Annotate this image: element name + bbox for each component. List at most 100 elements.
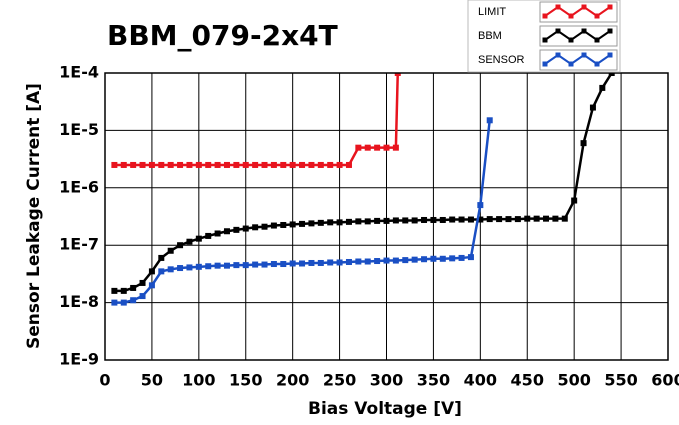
data-point: [120, 161, 127, 168]
data-point: [411, 256, 418, 263]
data-point: [233, 226, 240, 233]
data-point: [374, 258, 381, 265]
data-point: [336, 259, 343, 266]
data-point: [402, 257, 409, 264]
data-point: [345, 258, 352, 265]
legend-marker: [555, 52, 561, 58]
legend-marker: [594, 13, 600, 19]
plot-area: [111, 73, 615, 306]
legend-marker: [555, 4, 561, 10]
data-point: [467, 254, 474, 261]
data-point: [139, 279, 146, 286]
data-point: [336, 161, 343, 168]
data-point: [158, 268, 165, 275]
data-point: [355, 144, 362, 151]
data-point: [130, 284, 137, 291]
data-point: [261, 261, 268, 268]
data-point: [242, 225, 249, 232]
data-point: [430, 255, 437, 262]
data-point: [289, 161, 296, 168]
data-point: [392, 257, 399, 264]
data-point: [336, 219, 343, 226]
legend-marker: [594, 61, 600, 67]
legend-marker: [542, 37, 548, 43]
data-point: [552, 215, 559, 222]
data-point: [524, 215, 531, 222]
data-point: [177, 242, 184, 249]
data-point: [308, 259, 315, 266]
y-tick-label: 1E-5: [59, 120, 99, 139]
data-point: [394, 73, 401, 76]
x-tick-label: 500: [557, 371, 590, 390]
data-point: [486, 117, 493, 124]
legend-marker: [607, 52, 613, 58]
data-point: [458, 216, 465, 223]
data-point: [317, 259, 324, 266]
y-tick-label: 1E-6: [59, 177, 99, 196]
data-point: [158, 254, 165, 261]
data-point: [374, 144, 381, 151]
data-point: [261, 223, 268, 230]
legend-marker: [607, 28, 613, 34]
y-tick-label: 1E-8: [59, 292, 99, 311]
data-point: [421, 256, 428, 263]
data-point: [392, 217, 399, 224]
data-point: [280, 261, 287, 268]
data-point: [345, 218, 352, 225]
data-point: [139, 293, 146, 300]
legend-label: BBM: [478, 30, 502, 42]
data-point: [580, 140, 587, 147]
x-tick-label: 0: [99, 371, 110, 390]
data-point: [327, 259, 334, 266]
data-point: [177, 161, 184, 168]
data-point: [411, 217, 418, 224]
x-tick-label: 300: [370, 371, 403, 390]
x-tick-label: 200: [276, 371, 309, 390]
data-point: [270, 261, 277, 268]
legend-marker: [568, 61, 574, 67]
legend-marker: [542, 13, 548, 19]
legend-label: LIMIT: [478, 6, 506, 18]
data-point: [308, 161, 315, 168]
data-point: [589, 104, 596, 111]
y-axis-label: Sensor Leakage Current [A]: [24, 83, 44, 349]
legend-marker: [568, 37, 574, 43]
data-point: [383, 217, 390, 224]
data-point: [599, 84, 606, 91]
data-point: [496, 216, 503, 223]
data-point: [167, 266, 174, 273]
x-tick-label: 600: [651, 371, 679, 390]
data-point: [139, 161, 146, 168]
data-point: [242, 161, 249, 168]
legend-marker: [568, 13, 574, 19]
data-point: [214, 230, 221, 237]
data-point: [299, 220, 306, 227]
data-point: [186, 161, 193, 168]
data-point: [111, 299, 118, 306]
y-tick-label: 1E-4: [59, 63, 99, 82]
data-point: [167, 161, 174, 168]
data-point: [317, 161, 324, 168]
data-point: [299, 161, 306, 168]
legend-marker: [581, 52, 587, 58]
data-point: [327, 219, 334, 226]
data-point: [402, 217, 409, 224]
data-point: [439, 216, 446, 223]
data-point: [130, 161, 137, 168]
x-tick-label: 100: [182, 371, 215, 390]
data-point: [392, 144, 399, 151]
data-point: [477, 216, 484, 223]
x-tick-label: 350: [417, 371, 450, 390]
data-point: [364, 144, 371, 151]
data-point: [327, 161, 334, 168]
data-point: [364, 258, 371, 265]
data-point: [233, 161, 240, 168]
x-tick-label: 250: [323, 371, 356, 390]
x-axis-label: Bias Voltage [V]: [308, 399, 462, 419]
data-point: [543, 215, 550, 222]
data-point: [214, 161, 221, 168]
data-point: [148, 161, 155, 168]
data-point: [280, 161, 287, 168]
data-point: [111, 287, 118, 294]
